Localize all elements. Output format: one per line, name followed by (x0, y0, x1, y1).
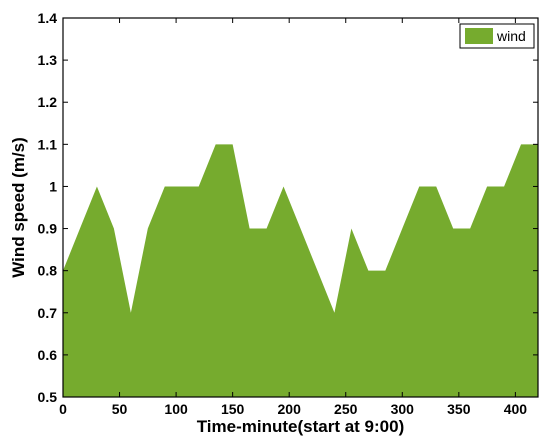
y-tick-label: 0.9 (38, 221, 58, 237)
x-tick-label: 0 (59, 401, 67, 417)
y-tick-label: 1.1 (38, 136, 58, 152)
y-tick-label: 0.6 (38, 347, 58, 363)
x-tick-label: 250 (334, 401, 358, 417)
y-tick-label: 0.8 (38, 263, 58, 279)
y-tick-label: 1.2 (38, 94, 58, 110)
y-tick-label: 0.7 (38, 305, 58, 321)
x-tick-label: 50 (112, 401, 128, 417)
wind-area (63, 144, 538, 397)
x-tick-label: 300 (391, 401, 415, 417)
legend: wind (459, 23, 535, 49)
legend-swatch (465, 28, 493, 44)
x-tick-label: 350 (447, 401, 471, 417)
x-axis-title: Time-minute(start at 9:00) (197, 417, 405, 436)
legend-label: wind (496, 28, 526, 44)
plot-frame (62, 17, 539, 398)
y-tick-label: 1.3 (38, 52, 58, 68)
x-tick-label: 150 (221, 401, 245, 417)
y-tick-label: 1.4 (38, 10, 58, 26)
y-tick-label: 0.5 (38, 389, 58, 405)
area-layer (63, 144, 538, 397)
x-tick-label: 100 (164, 401, 188, 417)
y-axis: 0.5 0.6 0.7 0.8 0.9 1 1.1 1.2 1.3 1.4 (38, 10, 538, 405)
x-axis: 0 50 100 150 200 250 300 350 400 (59, 18, 527, 417)
x-tick-label: 200 (278, 401, 302, 417)
x-tick-label: 400 (504, 401, 528, 417)
y-tick-label: 1 (49, 178, 57, 194)
y-axis-title: Wind speed (m/s) (9, 137, 28, 278)
